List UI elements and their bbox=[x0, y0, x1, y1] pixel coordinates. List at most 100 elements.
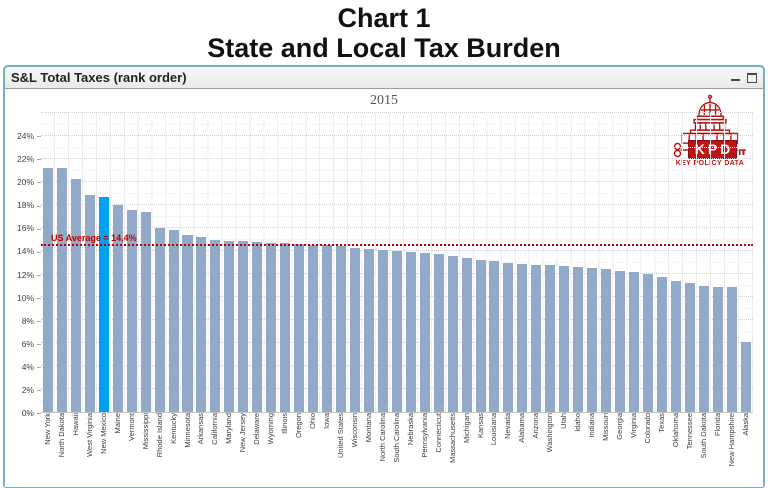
x-axis-label: Maine bbox=[112, 413, 122, 434]
bar[interactable] bbox=[587, 268, 598, 412]
x-axis-label: Arkansas bbox=[196, 413, 206, 445]
bar[interactable] bbox=[322, 245, 333, 412]
bar[interactable] bbox=[266, 242, 277, 412]
bar-column bbox=[208, 113, 222, 412]
bar-column bbox=[376, 113, 390, 412]
x-axis-label: Missouri bbox=[601, 413, 611, 441]
bar[interactable] bbox=[363, 248, 374, 412]
bar[interactable] bbox=[475, 260, 486, 412]
x-axis-label-cell: Iowa bbox=[320, 413, 334, 487]
x-axis-label-cell: Massachusetts bbox=[446, 413, 460, 487]
bar[interactable] bbox=[503, 262, 514, 412]
bar-column bbox=[320, 113, 334, 412]
gridline bbox=[41, 238, 753, 240]
x-axis-label: Ohio bbox=[308, 413, 318, 429]
x-axis-label: Utah bbox=[559, 413, 569, 429]
x-axis-label: Nevada bbox=[503, 413, 513, 439]
bar[interactable] bbox=[419, 253, 430, 412]
gridline bbox=[41, 250, 753, 251]
bar-column bbox=[739, 113, 753, 412]
x-axis-label-cell: Kansas bbox=[474, 413, 488, 487]
bar[interactable] bbox=[196, 237, 207, 412]
bar-column bbox=[404, 113, 418, 412]
bar[interactable] bbox=[154, 228, 165, 412]
bar[interactable] bbox=[391, 251, 402, 412]
bar-column bbox=[683, 113, 697, 412]
x-axis-label: Michigan bbox=[461, 413, 471, 444]
bar-column bbox=[69, 113, 83, 412]
bar[interactable] bbox=[628, 271, 640, 412]
x-axis-label: New Mexico bbox=[98, 413, 108, 454]
plot-col: US Average = 14.4% New York North Dakota H… bbox=[41, 112, 753, 487]
bar[interactable] bbox=[308, 245, 319, 412]
y-axis-tick-label: 22% bbox=[17, 154, 41, 164]
bar[interactable] bbox=[559, 265, 570, 412]
gridline bbox=[41, 215, 753, 217]
bar[interactable] bbox=[433, 254, 444, 412]
bar[interactable] bbox=[670, 280, 681, 412]
bar[interactable] bbox=[642, 274, 653, 412]
bar[interactable] bbox=[684, 283, 695, 412]
x-axis-label-cell: New Hampshire bbox=[725, 413, 739, 487]
bar-column bbox=[292, 113, 306, 412]
bar[interactable] bbox=[252, 241, 263, 412]
bar[interactable] bbox=[70, 178, 81, 412]
window-titlebar[interactable]: S&L Total Taxes (rank order) bbox=[5, 67, 763, 89]
bar-highlighted[interactable] bbox=[98, 196, 109, 412]
bar[interactable] bbox=[698, 285, 709, 412]
x-axis-label-cell: West Virginia bbox=[83, 413, 97, 487]
bar[interactable] bbox=[489, 261, 500, 412]
bar[interactable] bbox=[405, 252, 416, 412]
x-axis-label: West Virginia bbox=[84, 413, 94, 457]
bar[interactable] bbox=[740, 341, 751, 412]
bar[interactable] bbox=[126, 209, 137, 412]
us-average-label: US Average = 14.4% bbox=[51, 233, 137, 244]
bar-column bbox=[181, 113, 195, 412]
bar-column bbox=[139, 113, 153, 412]
x-axis-label: Nebraska bbox=[405, 413, 415, 446]
bar-column bbox=[194, 113, 208, 412]
bar[interactable] bbox=[545, 264, 556, 412]
x-axis-label-cell: South Dakota bbox=[697, 413, 711, 487]
bar[interactable] bbox=[573, 267, 584, 412]
bar[interactable] bbox=[447, 255, 458, 412]
bar[interactable] bbox=[294, 244, 305, 412]
bar[interactable] bbox=[335, 246, 346, 412]
bar[interactable] bbox=[182, 234, 193, 412]
x-axis-label-cell: Arkansas bbox=[194, 413, 208, 487]
bar[interactable] bbox=[349, 247, 360, 412]
bar[interactable] bbox=[56, 168, 67, 412]
bar[interactable] bbox=[712, 286, 723, 412]
bar[interactable] bbox=[238, 240, 249, 412]
bar[interactable] bbox=[210, 239, 221, 412]
gridline bbox=[41, 192, 753, 194]
bar[interactable] bbox=[42, 168, 53, 412]
x-axis-label-cell: Mississippi bbox=[139, 413, 153, 487]
x-axis-label: Maryland bbox=[224, 413, 234, 444]
bar[interactable] bbox=[280, 242, 291, 412]
bar[interactable] bbox=[112, 205, 123, 412]
bar[interactable] bbox=[601, 269, 612, 412]
bar[interactable] bbox=[461, 257, 472, 412]
bar[interactable] bbox=[224, 240, 235, 412]
bar-column bbox=[613, 113, 627, 412]
bar-column bbox=[390, 113, 404, 412]
minimize-icon[interactable] bbox=[731, 78, 740, 81]
x-axis-label: California bbox=[210, 413, 220, 445]
bar-column bbox=[55, 113, 69, 412]
bar[interactable] bbox=[531, 264, 542, 412]
bar[interactable] bbox=[656, 277, 667, 412]
bar[interactable] bbox=[615, 270, 626, 412]
bar[interactable] bbox=[377, 249, 388, 412]
y-axis-tick-label: 10% bbox=[17, 293, 41, 303]
y-axis-tick-label: 20% bbox=[17, 177, 41, 187]
y-axis-tick-label: 8% bbox=[22, 316, 41, 326]
bar[interactable] bbox=[726, 286, 737, 412]
bar[interactable] bbox=[168, 230, 179, 412]
bar[interactable] bbox=[517, 263, 528, 412]
x-axis-label: New Hampshire bbox=[726, 413, 736, 467]
bar[interactable] bbox=[140, 211, 151, 412]
bar[interactable] bbox=[84, 194, 95, 412]
x-axis-label: Arizona bbox=[531, 413, 541, 439]
maximize-icon[interactable] bbox=[747, 72, 757, 83]
